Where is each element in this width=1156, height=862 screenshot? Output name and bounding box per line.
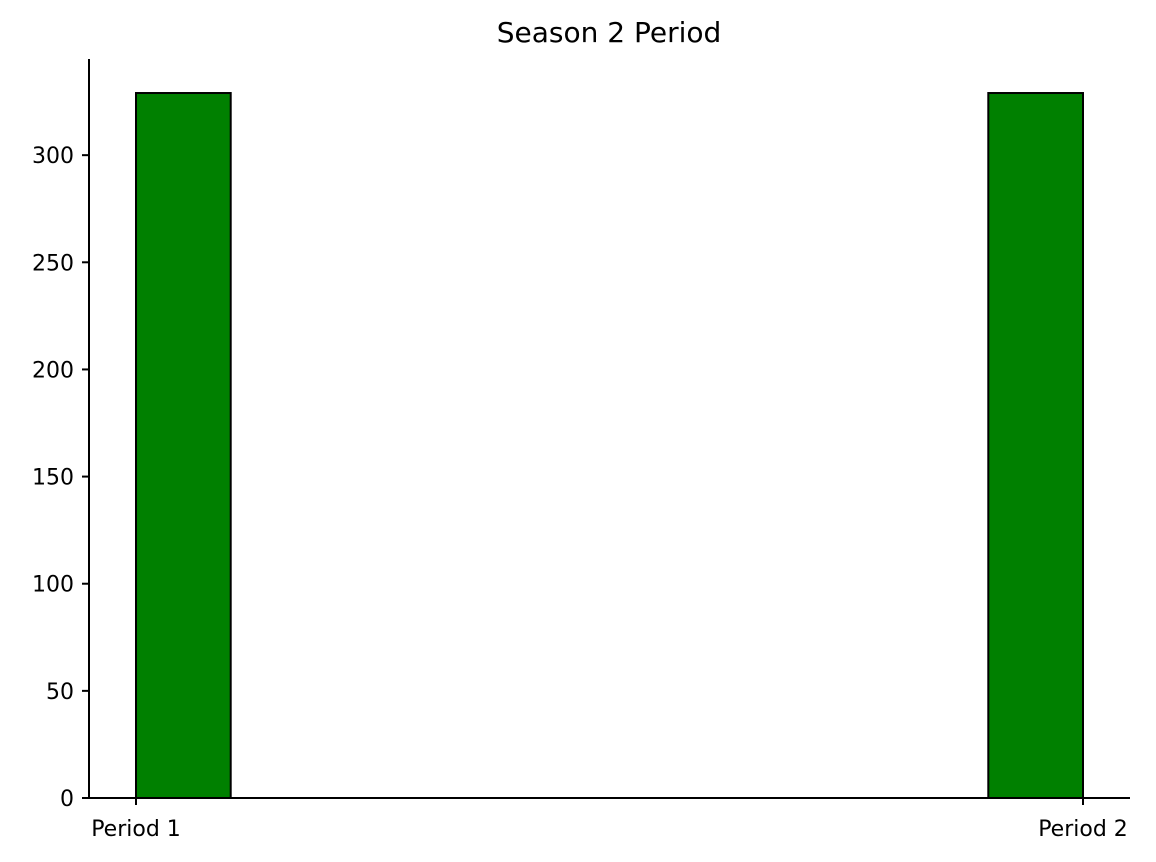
y-tick-label: 50	[46, 680, 74, 705]
y-tick-label: 100	[32, 573, 74, 598]
y-tick-label: 150	[32, 466, 74, 491]
y-tick-label: 0	[60, 787, 74, 812]
x-ticks-group: Period 1 Period 2	[91, 798, 1128, 842]
bar-2	[987, 92, 1084, 799]
x-tick-label: Period 2	[1038, 817, 1128, 842]
bars-group	[135, 92, 1084, 799]
axes-group	[88, 59, 1130, 799]
y-tick-label: 200	[32, 358, 74, 383]
y-tick-label: 300	[32, 144, 74, 169]
y-ticks-group: 0 50 100 150 200 250 300	[32, 144, 89, 812]
y-tick-label: 250	[32, 251, 74, 276]
chart-title: Season 2 Period	[497, 16, 722, 49]
bar-1	[135, 92, 232, 799]
x-tick-label: Period 1	[91, 817, 181, 842]
